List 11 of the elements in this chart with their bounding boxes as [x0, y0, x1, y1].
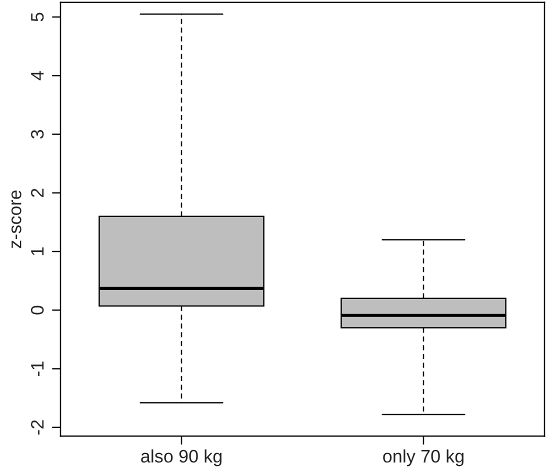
x-tick-label: only 70 kg [383, 449, 464, 466]
y-tick-label: 5 [31, 12, 44, 22]
y-tick-label: -2 [30, 420, 44, 435]
y-tick-label: 4 [31, 71, 44, 80]
y-tick-label: 1 [31, 247, 44, 256]
y-tick-label: 2 [30, 188, 44, 197]
y-axis-title: z-score [11, 190, 22, 248]
x-tick-label: also 90 kg [141, 449, 222, 466]
y-tick-label: 0 [30, 306, 44, 314]
y-tick-label: 3 [30, 130, 44, 139]
y-tick-label: -1 [31, 362, 44, 376]
